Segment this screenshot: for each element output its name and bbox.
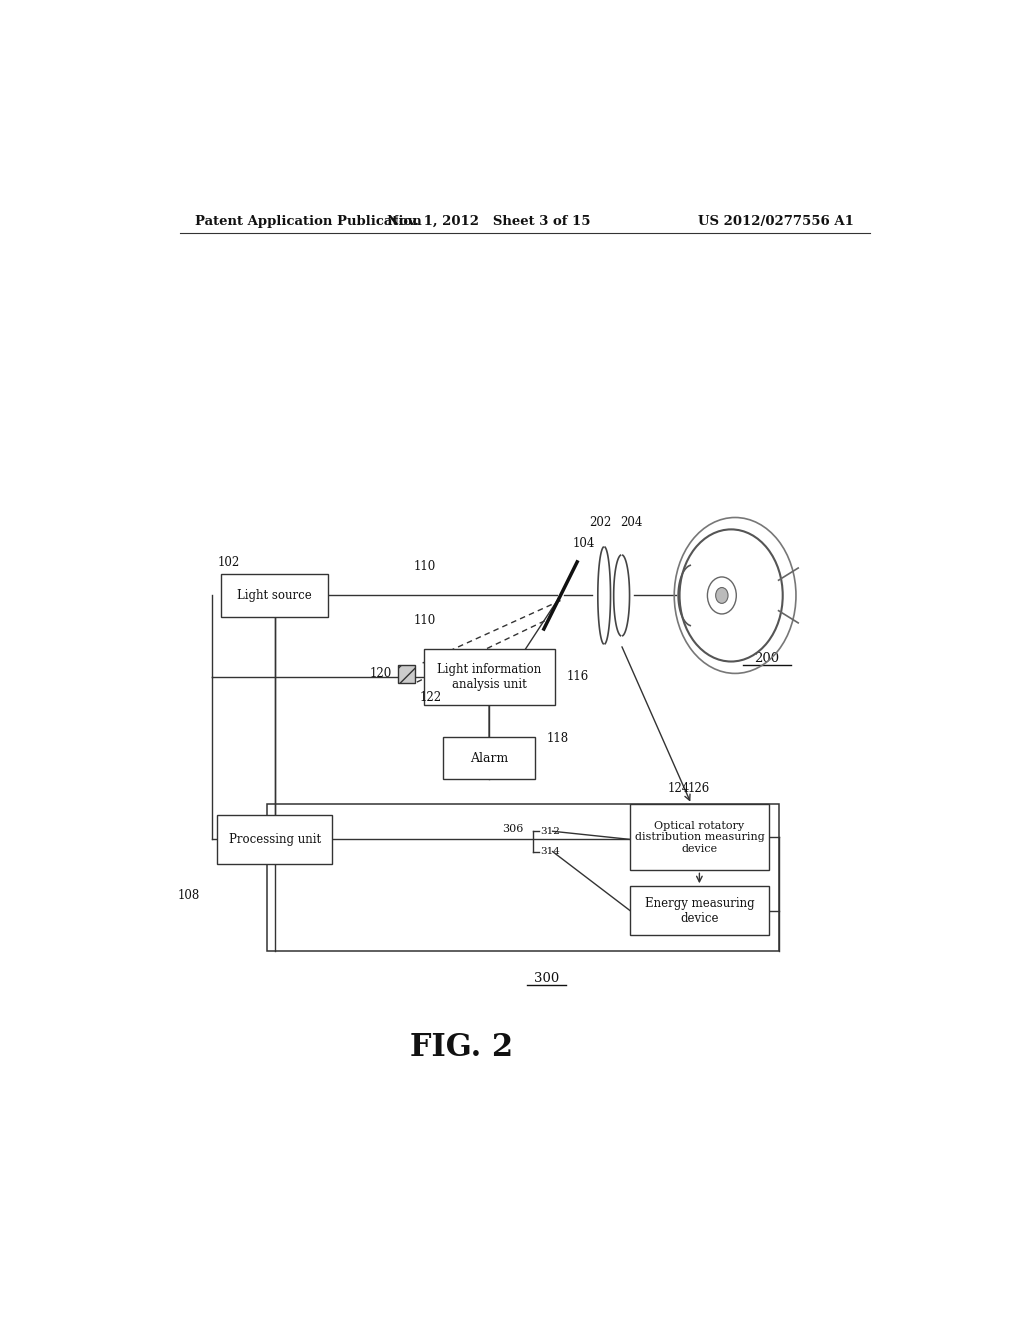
Text: Alarm: Alarm (470, 751, 508, 764)
Text: Optical rotatory
distribution measuring
device: Optical rotatory distribution measuring … (635, 821, 764, 854)
Text: 120: 120 (370, 667, 391, 680)
Bar (630, 886, 769, 935)
Text: US 2012/0277556 A1: US 2012/0277556 A1 (698, 215, 854, 228)
Bar (424, 649, 555, 705)
Circle shape (716, 587, 728, 603)
Text: Patent Application Publication: Patent Application Publication (196, 215, 422, 228)
Text: 202: 202 (589, 516, 611, 529)
Text: 200: 200 (755, 652, 779, 664)
Text: Light information
analysis unit: Light information analysis unit (437, 663, 542, 690)
Text: 124: 124 (668, 783, 690, 795)
Bar (221, 574, 329, 616)
Text: Energy measuring
device: Energy measuring device (644, 896, 755, 924)
Bar (630, 804, 769, 870)
Text: 314: 314 (541, 847, 560, 857)
Text: 126: 126 (687, 783, 710, 795)
Text: 110: 110 (414, 614, 436, 627)
Text: 312: 312 (541, 826, 560, 836)
Bar (397, 664, 416, 682)
Text: Light source: Light source (238, 589, 312, 602)
Text: Processing unit: Processing unit (228, 833, 321, 846)
Text: 102: 102 (217, 556, 240, 569)
Bar (217, 814, 333, 863)
Text: 116: 116 (566, 671, 589, 684)
Text: 118: 118 (547, 731, 568, 744)
Text: 204: 204 (620, 516, 642, 529)
Text: 108: 108 (177, 890, 200, 902)
Text: Nov. 1, 2012   Sheet 3 of 15: Nov. 1, 2012 Sheet 3 of 15 (387, 215, 591, 228)
Text: 104: 104 (572, 536, 595, 549)
Text: 306: 306 (502, 824, 523, 834)
Text: 122: 122 (419, 690, 441, 704)
Text: FIG. 2: FIG. 2 (410, 1032, 513, 1063)
Bar (443, 737, 535, 779)
Bar (267, 804, 778, 952)
Text: 110: 110 (414, 560, 436, 573)
Text: 300: 300 (534, 972, 559, 985)
